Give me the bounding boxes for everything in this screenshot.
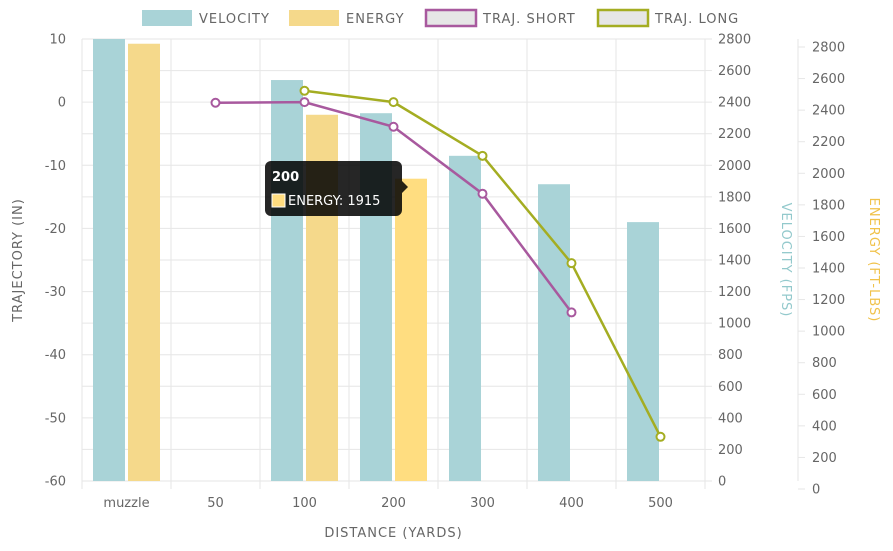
point-traj-long-300 xyxy=(477,150,488,161)
tooltip-swatch xyxy=(271,193,286,208)
point-traj-long-500 xyxy=(655,431,666,442)
line-series xyxy=(210,85,666,442)
velocity-tick-label: 1200 xyxy=(718,285,751,300)
energy-tick-label: 1800 xyxy=(812,198,845,213)
legend-label-traj-long: TRAJ. LONG xyxy=(654,12,739,27)
velocity-tick-label: 1400 xyxy=(718,254,751,269)
point-traj-long-200 xyxy=(388,97,399,108)
velocity-tick-label: 800 xyxy=(718,348,743,363)
chart-tooltip: 200 ENERGY: 1915 xyxy=(265,161,408,216)
energy-tick-label: 1000 xyxy=(812,325,845,340)
velocity-tick-label: 2600 xyxy=(718,64,751,79)
x-tick-label: 100 xyxy=(292,496,317,511)
bar-velocity-400 xyxy=(538,184,570,481)
tooltip-label: ENERGY: 1915 xyxy=(288,194,380,209)
trajectory-tick-label: -20 xyxy=(45,222,66,237)
x-tick-label: 400 xyxy=(559,496,584,511)
point-traj-short-200 xyxy=(388,121,399,132)
point-traj-short-100 xyxy=(299,97,310,108)
velocity-tick-label: 2800 xyxy=(718,33,751,48)
trajectory-tick-label: 0 xyxy=(58,96,66,111)
energy-axis-title: ENERGY (FT-LBS) xyxy=(866,198,881,323)
velocity-tick-label: 400 xyxy=(718,411,743,426)
energy-tick-label: 0 xyxy=(812,483,820,498)
tooltip-box xyxy=(265,161,402,216)
point-traj-short-400 xyxy=(566,307,577,318)
energy-tick-label: 400 xyxy=(812,419,837,434)
x-tick-label: muzzle xyxy=(103,496,149,511)
energy-tick-label: 600 xyxy=(812,388,837,403)
velocity-tick-label: 1800 xyxy=(718,190,751,205)
trajectory-tick-label: 10 xyxy=(49,33,66,48)
energy-tick-label: 1400 xyxy=(812,262,845,277)
line-traj-long xyxy=(304,89,662,438)
trajectory-tick-label: -10 xyxy=(45,159,66,174)
x-tick-label: 200 xyxy=(381,496,406,511)
legend-swatch-velocity xyxy=(142,10,192,26)
velocity-tick-label: 2400 xyxy=(718,96,751,111)
bar-velocity-100 xyxy=(271,80,303,482)
trajectory-tick-label: -40 xyxy=(45,348,66,363)
energy-tick-label: 1200 xyxy=(812,293,845,308)
bar-velocity-500 xyxy=(627,222,659,481)
tooltip-title: 200 xyxy=(272,170,299,185)
bar-velocity-300 xyxy=(449,155,481,482)
x-tick-label: 500 xyxy=(648,496,673,511)
legend-label-energy: ENERGY xyxy=(346,12,405,27)
velocity-tick-label: 0 xyxy=(718,475,726,490)
energy-tick-label: 2800 xyxy=(812,41,845,56)
energy-tick-label: 200 xyxy=(812,451,837,466)
legend-swatch-traj-long xyxy=(596,8,650,28)
velocity-tick-label: 2000 xyxy=(718,159,751,174)
velocity-tick-label: 2200 xyxy=(718,127,751,142)
trajectory-tick-label: -60 xyxy=(45,475,66,490)
point-traj-short-300 xyxy=(477,188,488,199)
velocity-tick-label: 600 xyxy=(718,380,743,395)
energy-tick-label: 2200 xyxy=(812,135,845,150)
legend-swatch-traj-short xyxy=(424,8,478,28)
legend-swatch-energy xyxy=(289,10,339,26)
energy-tick-label: 2000 xyxy=(812,167,845,182)
velocity-tick-label: 1600 xyxy=(718,222,751,237)
energy-tick-label: 800 xyxy=(812,356,837,371)
energy-tick-label: 2400 xyxy=(812,104,845,119)
trajectory-axis-title: TRAJECTORY (IN) xyxy=(11,198,26,323)
legend-label-velocity: VELOCITY xyxy=(199,12,270,27)
trajectory-tick-label: -50 xyxy=(45,411,66,426)
bar-energy-200 xyxy=(395,178,427,482)
trajectory-tick-label: -30 xyxy=(45,285,66,300)
chart-legend: VELOCITY ENERGY TRAJ. SHORT TRAJ. LONG xyxy=(142,8,739,28)
energy-tick-label: 1600 xyxy=(812,230,845,245)
x-tick-label: 300 xyxy=(470,496,495,511)
bar-energy-muzzle xyxy=(128,43,160,481)
bar-velocity-muzzle xyxy=(93,39,125,481)
velocity-axis-title: VELOCITY (FPS) xyxy=(778,203,793,318)
x-axis-title: DISTANCE (YARDS) xyxy=(324,526,462,541)
energy-tick-label: 2600 xyxy=(812,72,845,87)
legend-label-traj-short: TRAJ. SHORT xyxy=(482,12,576,27)
point-traj-long-100 xyxy=(299,85,310,96)
velocity-tick-label: 1000 xyxy=(718,317,751,332)
x-tick-label: 50 xyxy=(207,496,224,511)
velocity-tick-label: 200 xyxy=(718,443,743,458)
point-traj-long-400 xyxy=(566,258,577,269)
point-traj-short-50 xyxy=(210,97,221,108)
tooltip-caret xyxy=(402,181,408,193)
